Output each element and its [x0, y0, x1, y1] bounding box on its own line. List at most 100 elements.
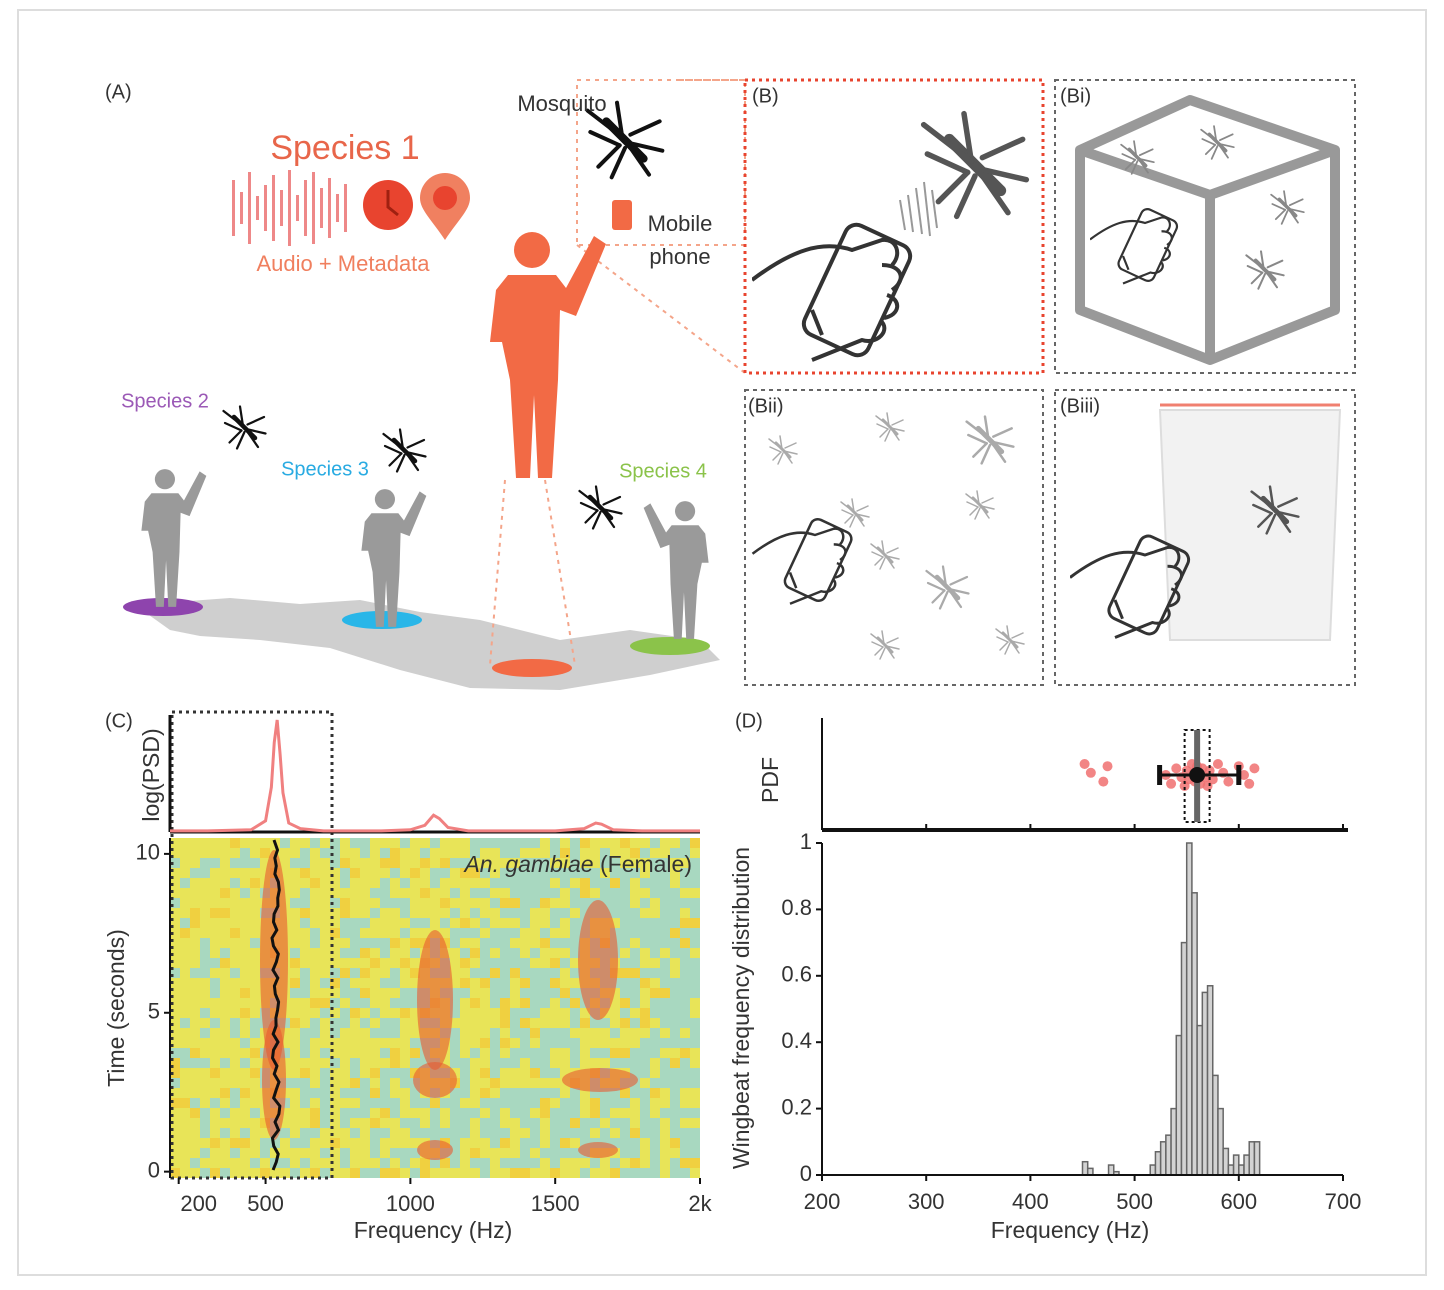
spectrogram-texture	[250, 1028, 260, 1038]
spectrogram-texture	[280, 838, 290, 848]
spectrogram-texture	[590, 838, 600, 848]
spectrogram-texture	[220, 948, 230, 958]
spectrogram-texture	[310, 888, 320, 898]
spectrogram-texture	[480, 968, 490, 978]
spectrogram-texture	[350, 1028, 360, 1038]
spectrogram-texture	[390, 918, 400, 928]
spectrogram-texture	[240, 888, 250, 898]
spectrogram-texture	[560, 1108, 570, 1118]
spectrogram-texture	[360, 948, 370, 958]
spectrogram-texture	[500, 908, 510, 918]
spectrogram-texture	[690, 1158, 700, 1168]
spectrogram-texture	[210, 1058, 220, 1068]
spectrogram-texture	[280, 858, 290, 868]
spectrogram-texture	[670, 1148, 680, 1158]
spectrogram-texture	[540, 1048, 550, 1058]
spectrogram-texture	[550, 978, 560, 988]
spectrogram-texture	[430, 1168, 440, 1178]
spectrogram-texture	[400, 1018, 410, 1028]
spectrogram-texture	[530, 888, 540, 898]
spectrogram-texture	[350, 848, 360, 858]
spectrogram-texture	[250, 978, 260, 988]
histogram-bar	[1187, 843, 1192, 1175]
spectrogram-texture	[630, 1128, 640, 1138]
spectrogram-texture	[610, 1058, 620, 1068]
spectrogram-texture	[240, 978, 250, 988]
caption: phone	[649, 244, 710, 269]
spectrogram-texture	[240, 1148, 250, 1158]
spectrogram-texture	[680, 1118, 690, 1128]
spectrogram-texture	[510, 1138, 520, 1148]
spectrogram-texture	[530, 1128, 540, 1138]
spectrogram-texture	[190, 908, 200, 918]
spectrogram-texture	[390, 888, 400, 898]
histogram-bar	[1150, 1165, 1155, 1175]
spectrogram-texture	[570, 998, 580, 1008]
spectrogram-texture	[400, 1028, 410, 1038]
spectrogram-texture	[220, 1158, 230, 1168]
spectrogram-texture	[610, 1098, 620, 1108]
spectrogram-texture	[480, 898, 490, 908]
histogram-bar	[1218, 1109, 1223, 1175]
spectrogram-texture	[180, 838, 190, 848]
spectrogram-texture	[360, 998, 370, 1008]
spectrogram-texture	[520, 1018, 530, 1028]
spectrogram-texture	[620, 878, 630, 888]
spectrogram-texture	[520, 838, 530, 848]
panel-label: (Bi)	[1060, 85, 1091, 107]
spectrogram-texture	[340, 1118, 350, 1128]
spectrogram-texture	[200, 1038, 210, 1048]
spectrogram-texture	[480, 1118, 490, 1128]
spectrogram-texture	[510, 1158, 520, 1168]
spectrogram-texture	[690, 948, 700, 958]
spectrogram-texture	[490, 1088, 500, 1098]
spectrogram-texture	[340, 898, 350, 908]
spectrogram-texture	[390, 908, 400, 918]
spectrogram-texture	[320, 888, 330, 898]
psd-label: log(PSD)	[138, 728, 164, 821]
spectrogram-texture	[650, 888, 660, 898]
spectrogram-texture	[310, 1068, 320, 1078]
spectrogram-texture	[310, 968, 320, 978]
spectrogram-texture	[460, 1008, 470, 1018]
histogram-bar	[1083, 1162, 1088, 1175]
spectrogram-texture	[560, 908, 570, 918]
y-tick-label: 0	[148, 1157, 160, 1182]
spectrogram-texture	[510, 908, 520, 918]
spectrogram-texture	[320, 1088, 330, 1098]
spectrogram-texture	[250, 918, 260, 928]
spectrogram-texture	[690, 988, 700, 998]
spectrogram-texture	[380, 978, 390, 988]
spectrogram-texture	[180, 868, 190, 878]
spectrogram-texture	[390, 1088, 400, 1098]
spectrogram-texture	[380, 1038, 390, 1048]
spectrogram-texture	[300, 838, 310, 848]
spectrogram-texture	[320, 928, 330, 938]
spectrogram-texture	[180, 1028, 190, 1038]
spectrogram-texture	[240, 838, 250, 848]
spectrogram-texture	[220, 918, 230, 928]
spectrogram-texture	[380, 1058, 390, 1068]
spectrogram-texture	[370, 868, 380, 878]
spectrogram-texture	[220, 868, 230, 878]
spectrogram-texture	[490, 948, 500, 958]
spectrogram-texture	[560, 1098, 570, 1108]
spectrogram-texture	[210, 868, 220, 878]
spectrogram-texture	[260, 1138, 270, 1148]
spectrogram-texture	[220, 998, 230, 1008]
spectrogram-texture	[390, 968, 400, 978]
spectrogram-texture	[630, 1148, 640, 1158]
spectrogram-texture	[250, 1038, 260, 1048]
spectrogram-texture	[530, 1038, 540, 1048]
spectrogram-texture	[530, 1048, 540, 1058]
spectrogram-texture	[520, 948, 530, 958]
spectrogram-texture	[360, 1058, 370, 1068]
spectrogram-texture	[370, 888, 380, 898]
spectrogram-texture	[470, 888, 480, 898]
spectrogram-texture	[500, 1078, 510, 1088]
spectrogram-texture	[510, 878, 520, 888]
spectrogram-texture	[650, 1098, 660, 1108]
spectrogram-texture	[480, 1038, 490, 1048]
spectrogram-texture	[240, 1028, 250, 1038]
spectrogram-texture	[350, 1038, 360, 1048]
